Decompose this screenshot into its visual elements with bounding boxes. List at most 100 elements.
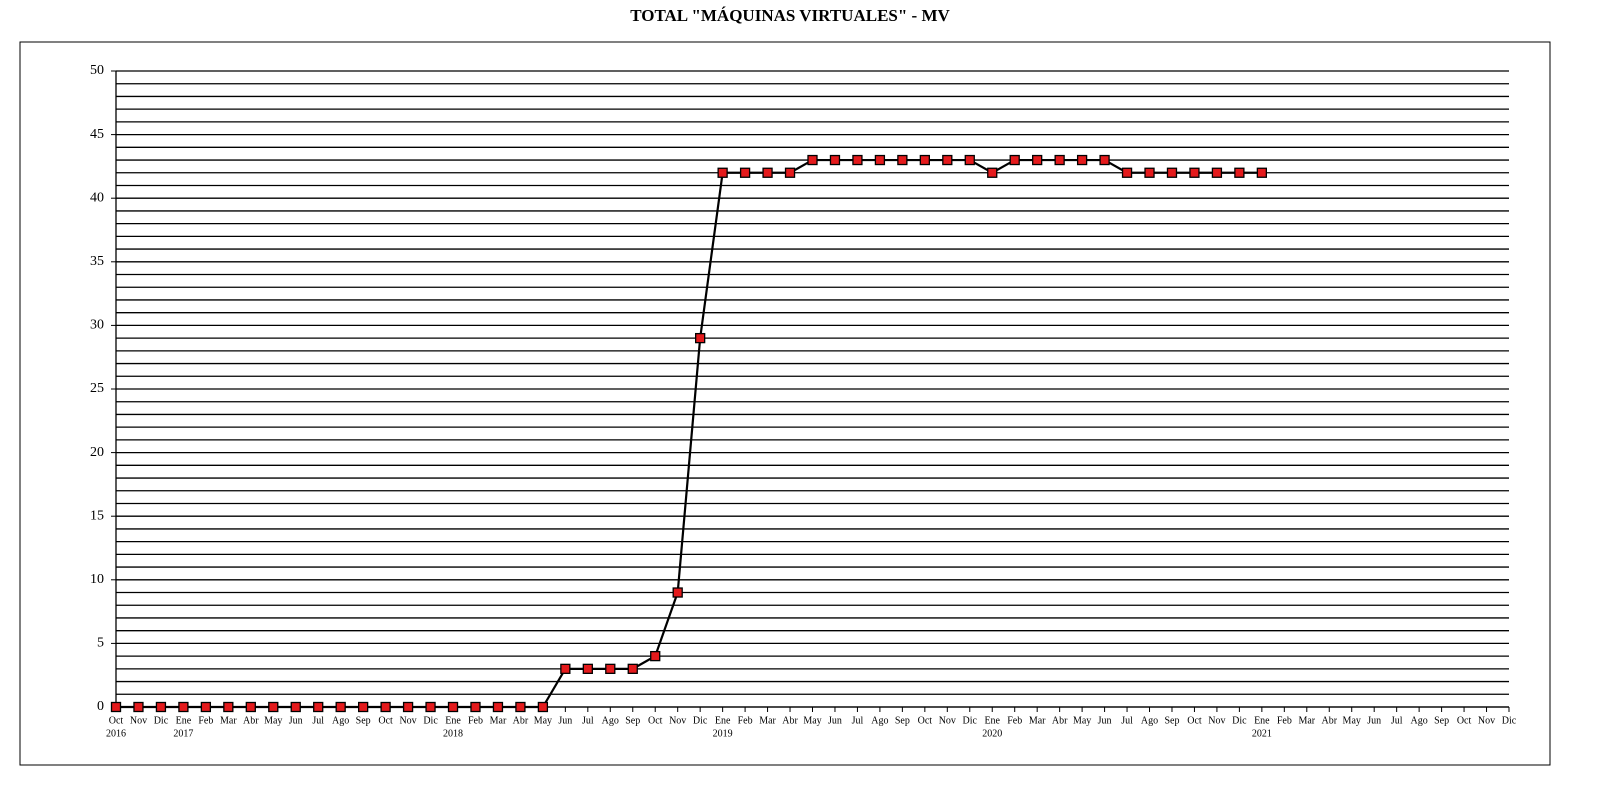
data-point xyxy=(672,587,683,598)
year-label: 2018 xyxy=(443,728,463,739)
x-tick-label: Mar xyxy=(220,715,237,726)
y-tick-label: 15 xyxy=(90,508,104,523)
data-point xyxy=(739,167,751,178)
x-tick-label: Mar xyxy=(1298,715,1315,726)
data-point xyxy=(1032,154,1043,166)
data-point xyxy=(110,701,122,713)
x-tick-label: Feb xyxy=(738,715,753,726)
data-point xyxy=(717,167,728,178)
data-point xyxy=(1009,154,1020,166)
y-tick-label: 35 xyxy=(90,254,104,269)
data-point xyxy=(897,154,908,166)
x-tick-label: Ene xyxy=(176,715,192,726)
data-point xyxy=(402,701,414,713)
y-tick-label: 40 xyxy=(90,190,104,205)
x-tick-label: Oct xyxy=(109,715,124,726)
chart-title: TOTAL "MÁQUINAS VIRTUALES" - MV xyxy=(630,6,950,25)
x-tick-label: Feb xyxy=(1277,715,1292,726)
x-tick-label: Feb xyxy=(1007,715,1022,726)
data-point xyxy=(155,701,167,713)
x-tick-label: Abr xyxy=(1321,715,1337,726)
data-point xyxy=(964,154,975,166)
x-tick-label: May xyxy=(534,715,552,726)
data-line xyxy=(116,158,1262,709)
data-point xyxy=(1211,167,1223,178)
data-point xyxy=(178,701,189,713)
x-tick-label: Abr xyxy=(243,715,259,726)
x-tick-label: Feb xyxy=(198,715,213,726)
x-tick-label: Dic xyxy=(154,715,169,726)
year-label: 2021 xyxy=(1252,728,1272,739)
x-tick-label: Jun xyxy=(1098,715,1112,726)
x-tick-label: Dic xyxy=(963,715,978,726)
x-tick-label: Jun xyxy=(289,715,303,726)
data-point xyxy=(492,701,504,713)
x-tick-label: Jun xyxy=(828,715,842,726)
year-label: 2019 xyxy=(713,728,733,739)
data-point xyxy=(874,154,886,166)
data-point xyxy=(627,663,638,674)
data-point xyxy=(537,701,549,713)
data-point xyxy=(1189,167,1200,178)
x-tick-label: Jul xyxy=(852,715,864,726)
x-tick-label: Nov xyxy=(399,715,416,726)
data-point xyxy=(829,154,841,166)
y-tick-label: 45 xyxy=(90,127,104,142)
x-tick-label: Nov xyxy=(939,715,956,726)
x-tick-label: Ago xyxy=(871,715,888,726)
data-point xyxy=(942,154,953,166)
y-tick-label: 30 xyxy=(90,318,104,333)
data-point xyxy=(447,701,459,713)
data-point xyxy=(223,701,234,713)
y-tick-label: 10 xyxy=(90,572,104,587)
data-point xyxy=(987,167,998,178)
x-tick-label: Sep xyxy=(895,715,910,726)
data-point xyxy=(1121,167,1133,178)
data-point xyxy=(335,701,346,713)
x-tick-label: Dic xyxy=(423,715,438,726)
data-point xyxy=(919,154,930,166)
x-tick-label: Ene xyxy=(715,715,731,726)
data-point xyxy=(357,701,369,713)
x-tick-label: Oct xyxy=(378,715,393,726)
data-point xyxy=(650,650,661,662)
data-point xyxy=(560,663,571,674)
y-tick-label: 25 xyxy=(90,381,104,396)
x-tick-label: Oct xyxy=(1187,715,1202,726)
data-point xyxy=(1076,154,1088,166)
x-tick-label: Jul xyxy=(582,715,594,726)
x-tick-label: Ene xyxy=(1254,715,1270,726)
x-tick-label: Feb xyxy=(468,715,483,726)
data-point xyxy=(268,701,279,713)
x-tick-label: Dic xyxy=(1232,715,1247,726)
x-tick-label: Jun xyxy=(558,715,572,726)
data-point xyxy=(852,154,863,166)
x-tick-label: Ago xyxy=(602,715,619,726)
x-tick-label: Sep xyxy=(1164,715,1179,726)
x-tick-label: Oct xyxy=(918,715,933,726)
x-tick-label: May xyxy=(803,715,821,726)
x-tick-label: Nov xyxy=(1208,715,1225,726)
x-tick-label: Mar xyxy=(1029,715,1046,726)
x-tick-label: Ene xyxy=(984,715,1000,726)
year-label: 2020 xyxy=(982,728,1002,739)
data-point xyxy=(695,332,706,344)
y-tick-label: 50 xyxy=(90,63,104,78)
data-point xyxy=(515,701,526,713)
x-tick-label: Ago xyxy=(1411,715,1428,726)
x-tick-label: Jul xyxy=(312,715,324,726)
y-tick-label: 20 xyxy=(90,445,104,460)
x-tick-label: Dic xyxy=(1502,715,1517,726)
x-tick-label: Abr xyxy=(1052,715,1068,726)
x-tick-label: Mar xyxy=(490,715,507,726)
year-label: 2017 xyxy=(173,728,193,739)
data-point xyxy=(1144,167,1155,178)
data-point xyxy=(582,663,593,674)
x-tick-label: Sep xyxy=(625,715,640,726)
data-point xyxy=(470,701,481,713)
data-point xyxy=(605,663,616,674)
x-tick-label: Oct xyxy=(1457,715,1472,726)
x-tick-label: May xyxy=(1343,715,1361,726)
x-tick-label: Abr xyxy=(513,715,529,726)
